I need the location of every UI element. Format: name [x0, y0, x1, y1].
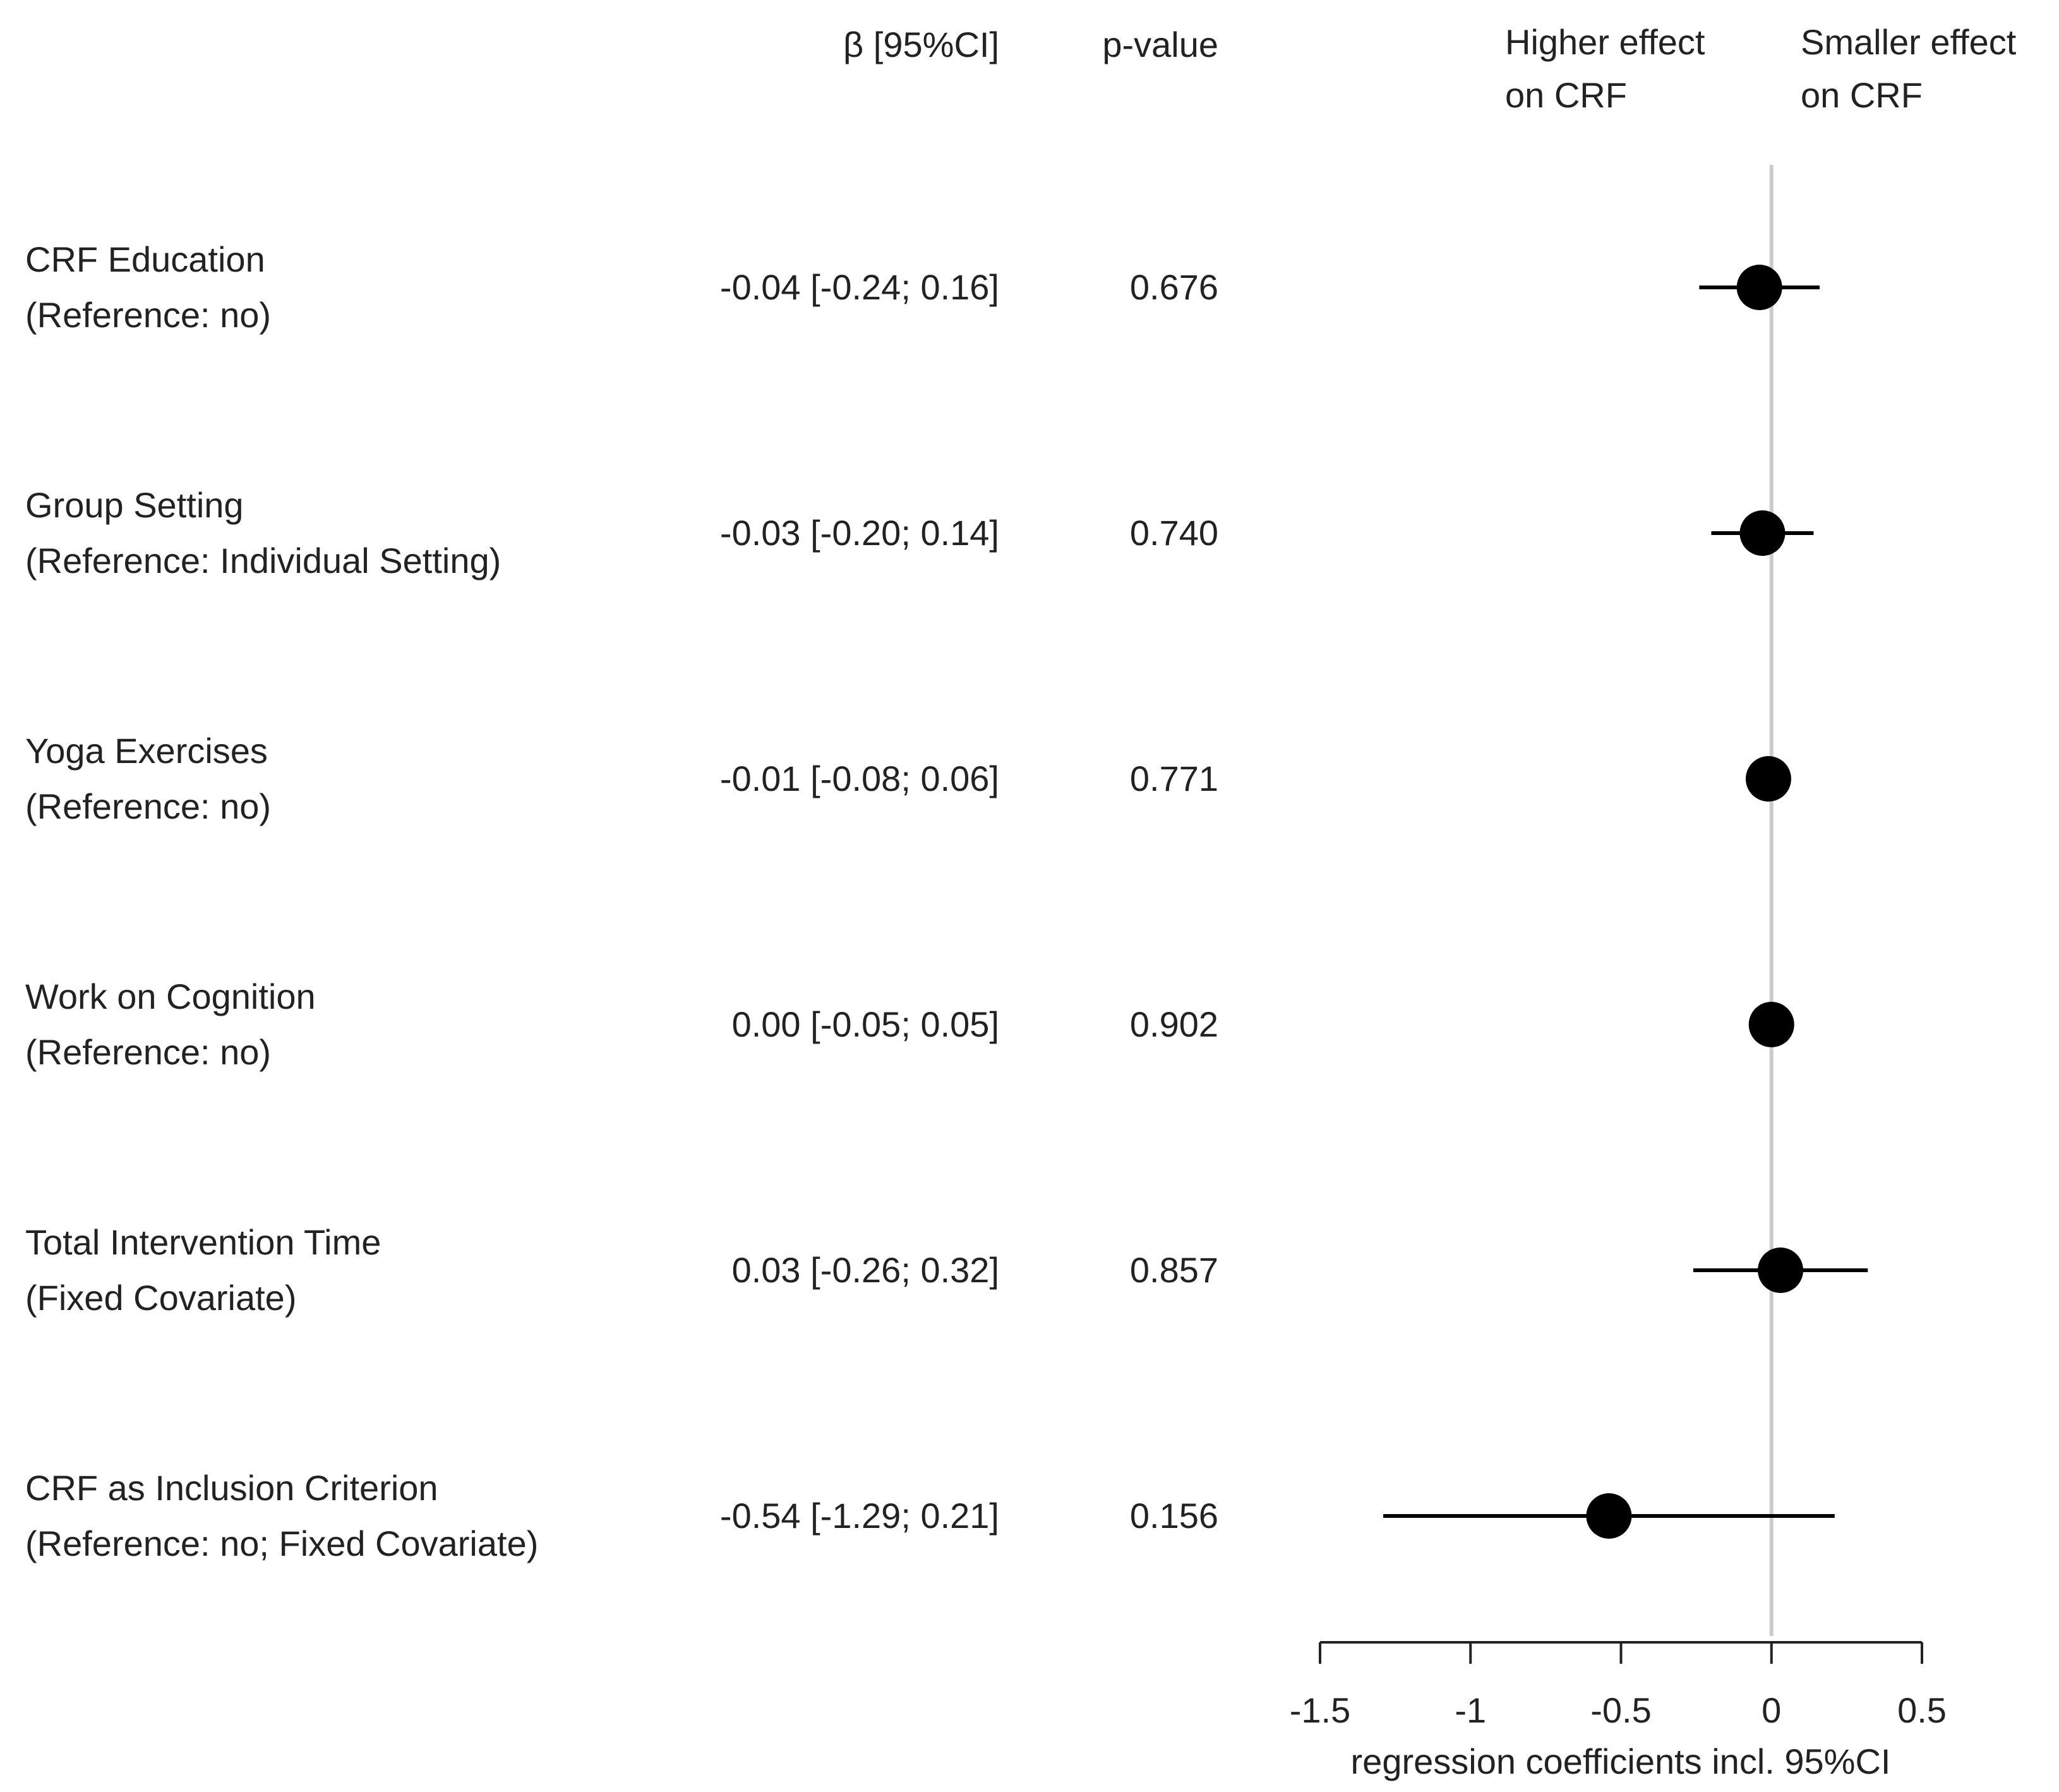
point-estimate — [1736, 265, 1782, 310]
estimate-label: 0.03 [-0.26; 0.32] — [732, 1250, 999, 1290]
estimate-label: -0.03 [-0.20; 0.14] — [720, 513, 999, 553]
point-estimate — [1586, 1493, 1632, 1539]
x-tick-label: 0 — [1762, 1690, 1781, 1730]
row-label: CRF as Inclusion Criterion — [25, 1468, 438, 1508]
annotation: on CRF — [1505, 75, 1627, 115]
annotation: Smaller effect — [1801, 22, 2017, 62]
row-label: CRF Education — [25, 239, 265, 279]
row-label: (Fixed Covariate) — [25, 1278, 296, 1318]
column-header: β [95%CI] — [843, 25, 999, 64]
point-estimate — [1739, 510, 1786, 556]
row-label: Group Setting — [25, 485, 244, 525]
x-axis-label: regression coefficients incl. 95%CI — [1351, 1741, 1891, 1781]
row-label: (Reference: no) — [25, 786, 271, 826]
x-tick-label: -0.5 — [1590, 1690, 1652, 1730]
p-value: 0.156 — [1130, 1496, 1218, 1536]
annotation: Higher effect — [1505, 22, 1705, 62]
p-value: 0.676 — [1130, 267, 1218, 307]
estimate-label: -0.54 [-1.29; 0.21] — [720, 1496, 999, 1536]
estimate-label: -0.01 [-0.08; 0.06] — [720, 759, 999, 798]
row-label: Total Intervention Time — [25, 1222, 381, 1262]
estimate-label: 0.00 [-0.05; 0.05] — [732, 1004, 999, 1044]
p-value: 0.740 — [1130, 513, 1218, 553]
x-tick-label: 0.5 — [1897, 1690, 1947, 1730]
estimate-label: -0.04 [-0.24; 0.16] — [720, 267, 999, 307]
row-label: (Reference: Individual Setting) — [25, 541, 501, 580]
p-value: 0.857 — [1130, 1250, 1218, 1290]
row-label: (Reference: no) — [25, 295, 271, 335]
row-label: Work on Cognition — [25, 977, 316, 1016]
point-estimate — [1758, 1248, 1804, 1293]
annotation: on CRF — [1801, 75, 1923, 115]
row-label: (Reference: no; Fixed Covariate) — [25, 1524, 538, 1563]
p-value: 0.902 — [1130, 1004, 1218, 1044]
point-estimate — [1748, 1002, 1794, 1047]
row-label: Yoga Exercises — [25, 731, 268, 771]
x-tick-label: -1 — [1455, 1690, 1486, 1730]
p-value: 0.771 — [1130, 759, 1218, 798]
x-tick-label: -1.5 — [1290, 1690, 1351, 1730]
row-label: (Reference: no) — [25, 1032, 271, 1072]
column-header: p-value — [1102, 25, 1218, 64]
point-estimate — [1745, 756, 1791, 802]
